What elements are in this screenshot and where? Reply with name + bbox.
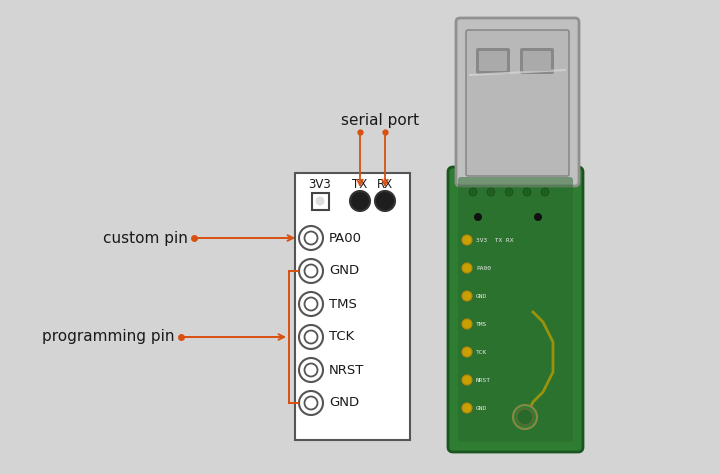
- Text: GND: GND: [329, 264, 359, 277]
- Text: GND: GND: [329, 396, 359, 410]
- Circle shape: [315, 197, 325, 206]
- FancyBboxPatch shape: [476, 48, 510, 74]
- FancyBboxPatch shape: [456, 18, 579, 186]
- Circle shape: [305, 231, 318, 245]
- Circle shape: [299, 226, 323, 250]
- Text: 3V3  TX RX: 3V3 TX RX: [476, 237, 513, 243]
- Circle shape: [305, 330, 318, 344]
- Circle shape: [523, 188, 531, 196]
- Text: TMS: TMS: [476, 321, 487, 327]
- Circle shape: [462, 375, 472, 385]
- Circle shape: [462, 263, 472, 273]
- Text: NRST: NRST: [329, 364, 364, 376]
- Bar: [295, 173, 410, 440]
- Circle shape: [469, 188, 477, 196]
- Text: TCK: TCK: [476, 349, 487, 355]
- Circle shape: [462, 235, 472, 245]
- Circle shape: [375, 191, 395, 211]
- Circle shape: [350, 191, 370, 211]
- Text: PA00: PA00: [476, 265, 491, 271]
- Circle shape: [534, 213, 542, 221]
- Circle shape: [305, 264, 318, 277]
- Text: NRST: NRST: [476, 377, 491, 383]
- FancyBboxPatch shape: [458, 177, 573, 442]
- FancyBboxPatch shape: [523, 51, 551, 71]
- Text: programming pin: programming pin: [42, 329, 175, 345]
- Circle shape: [517, 409, 533, 425]
- Circle shape: [462, 291, 472, 301]
- Circle shape: [487, 188, 495, 196]
- Circle shape: [305, 396, 318, 410]
- Circle shape: [299, 325, 323, 349]
- Text: GND: GND: [476, 405, 487, 410]
- Circle shape: [299, 391, 323, 415]
- Text: serial port: serial port: [341, 112, 419, 128]
- Bar: [312, 192, 328, 210]
- Circle shape: [462, 319, 472, 329]
- Circle shape: [505, 188, 513, 196]
- Text: TMS: TMS: [329, 298, 357, 310]
- Circle shape: [299, 358, 323, 382]
- Text: RX: RX: [377, 177, 393, 191]
- Circle shape: [513, 405, 537, 429]
- FancyBboxPatch shape: [466, 30, 569, 176]
- Text: TX: TX: [352, 177, 368, 191]
- Circle shape: [299, 292, 323, 316]
- Circle shape: [462, 347, 472, 357]
- Text: 3V3: 3V3: [309, 177, 331, 191]
- Circle shape: [305, 298, 318, 310]
- Circle shape: [462, 403, 472, 413]
- Circle shape: [299, 259, 323, 283]
- FancyBboxPatch shape: [520, 48, 554, 74]
- FancyBboxPatch shape: [479, 51, 507, 71]
- Text: PA00: PA00: [329, 231, 362, 245]
- Circle shape: [305, 364, 318, 376]
- Text: GND: GND: [476, 293, 487, 299]
- Text: custom pin: custom pin: [103, 230, 188, 246]
- Circle shape: [474, 213, 482, 221]
- Text: TCK: TCK: [329, 330, 354, 344]
- Circle shape: [541, 188, 549, 196]
- FancyBboxPatch shape: [448, 167, 583, 452]
